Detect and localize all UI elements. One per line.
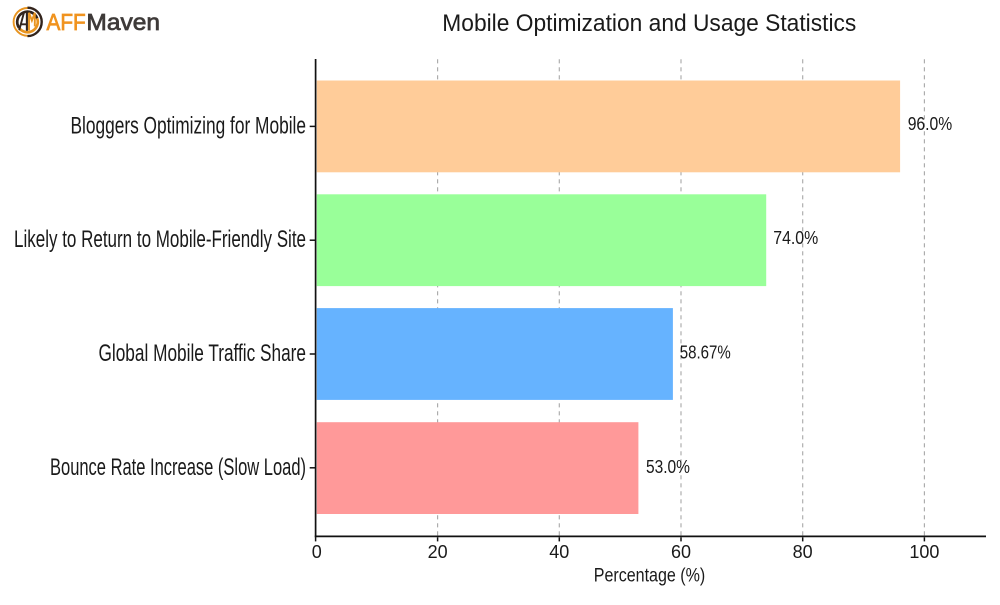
svg-text:96.0%: 96.0%: [908, 114, 953, 134]
svg-text:100: 100: [909, 542, 939, 562]
svg-text:Likely to Return to Mobile-Fri: Likely to Return to Mobile-Friendly Site: [14, 226, 306, 253]
svg-text:0: 0: [312, 542, 322, 562]
svg-text:Mobile Optimization and Usage: Mobile Optimization and Usage Statistics: [442, 10, 856, 37]
svg-text:80: 80: [793, 542, 813, 562]
svg-text:Bounce Rate Increase (Slow Loa: Bounce Rate Increase (Slow Load): [50, 454, 306, 481]
svg-text:58.67%: 58.67%: [680, 343, 731, 363]
svg-text:60: 60: [671, 542, 691, 562]
svg-text:53.0%: 53.0%: [646, 457, 690, 477]
svg-text:Global Mobile Traffic Share: Global Mobile Traffic Share: [99, 340, 307, 367]
svg-text:74.0%: 74.0%: [773, 228, 818, 248]
svg-text:AFF: AFF: [47, 9, 86, 35]
svg-text:Percentage (%): Percentage (%): [594, 566, 706, 587]
svg-text:40: 40: [549, 542, 569, 562]
svg-text:20: 20: [428, 542, 448, 562]
svg-text:Maven: Maven: [86, 9, 160, 35]
svg-text:Bloggers Optimizing for Mobile: Bloggers Optimizing for Mobile: [71, 112, 307, 139]
